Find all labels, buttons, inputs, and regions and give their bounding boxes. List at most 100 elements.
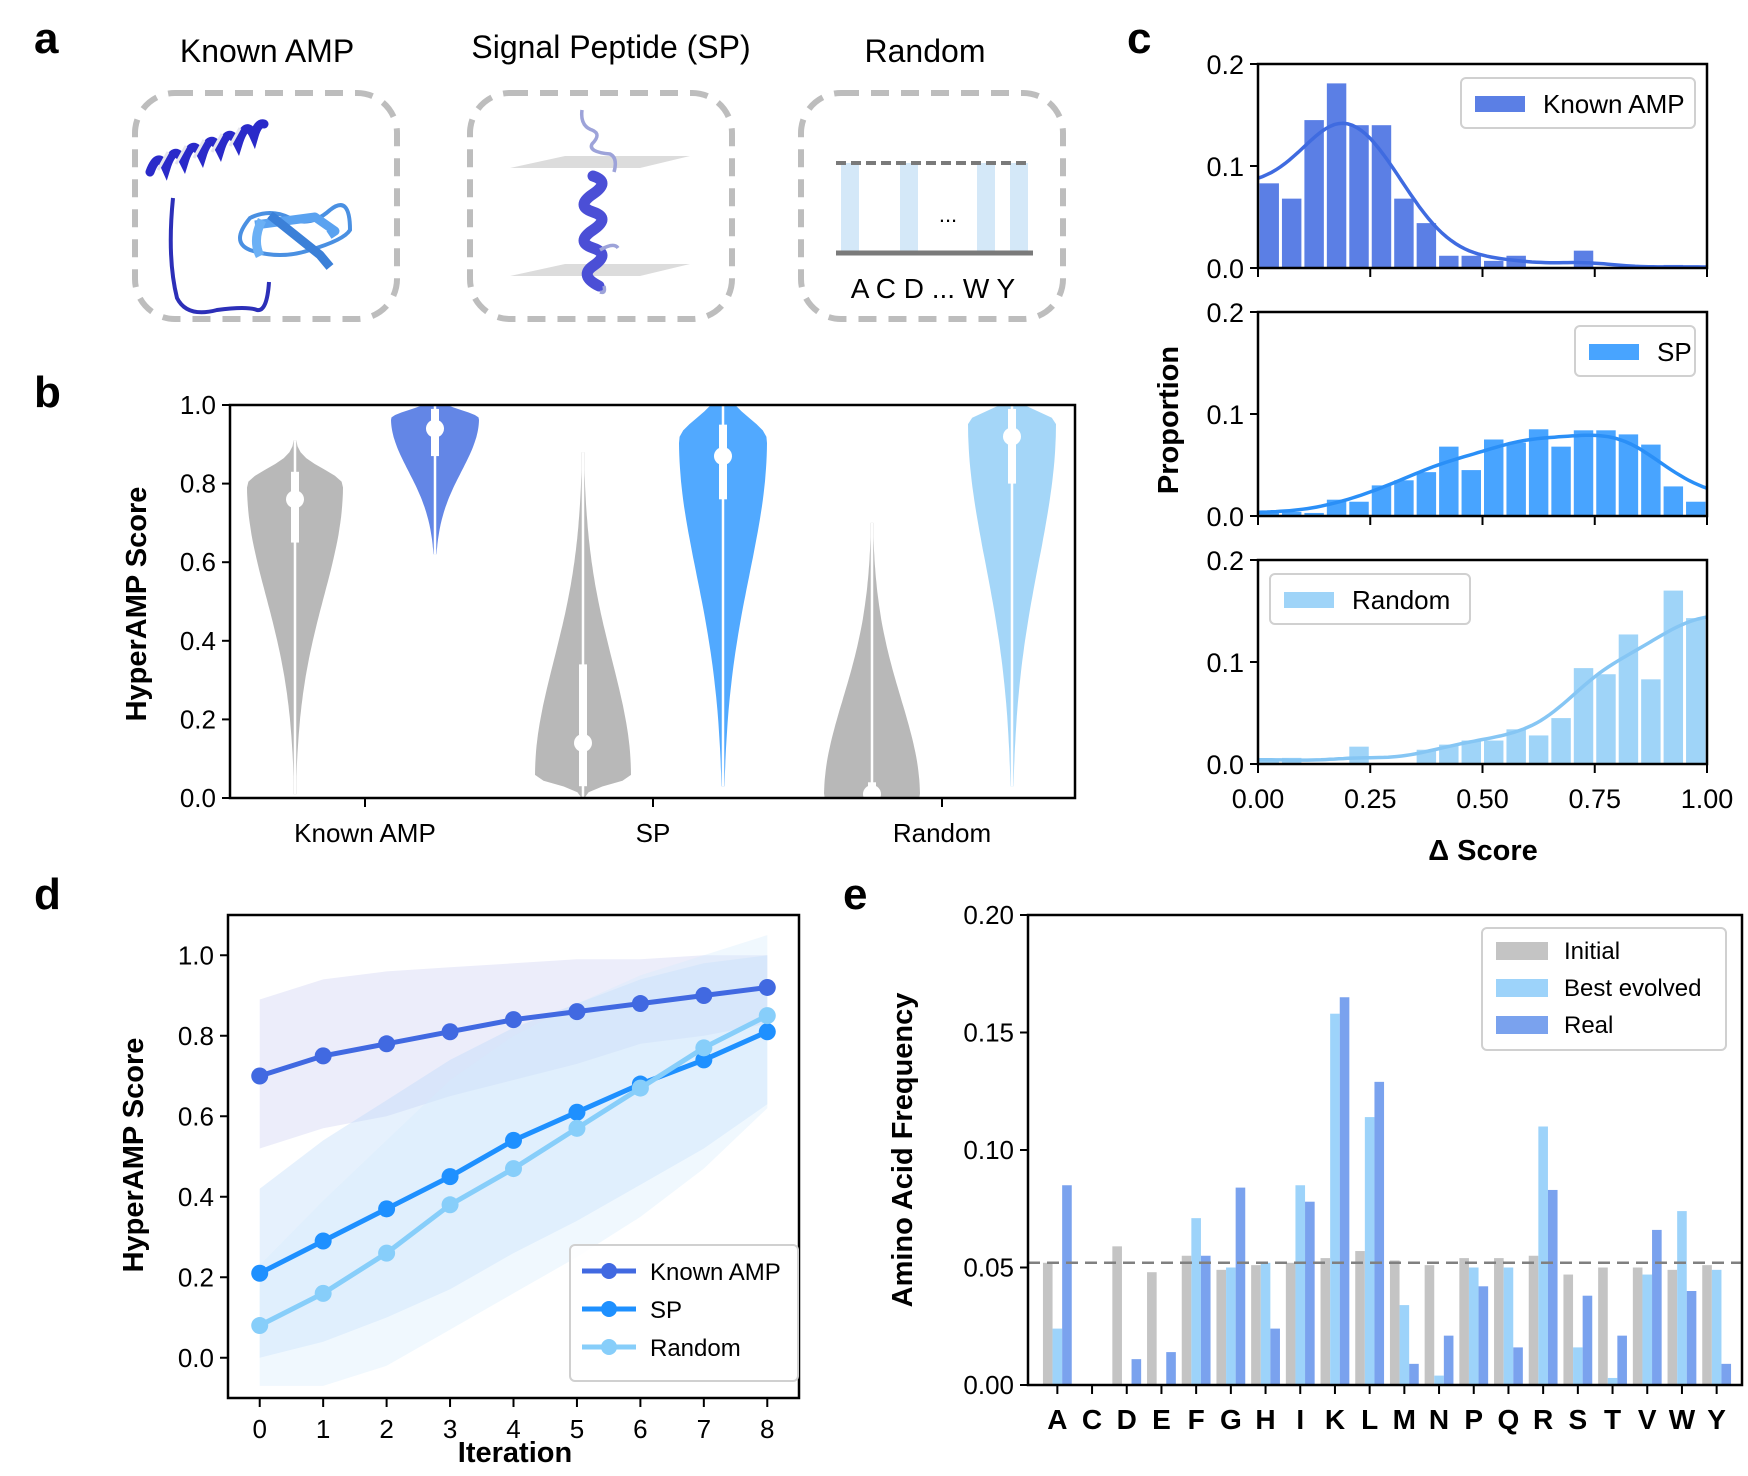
histogram-bar (1461, 740, 1481, 764)
random-ellipsis: ... (939, 202, 957, 227)
c-x-tick-label: 0.25 (1344, 784, 1397, 814)
data-point (505, 1131, 522, 1149)
violin-iqr-box (579, 664, 587, 787)
bar-initial (1251, 1265, 1261, 1385)
histogram-bar (1528, 735, 1549, 764)
legend-marker (601, 1301, 617, 1317)
panel-a-title-known-amp: Known AMP (180, 33, 354, 69)
data-point (568, 1103, 586, 1121)
e-x-tick-label: H (1255, 1404, 1275, 1435)
d-x-tick-label: 2 (379, 1414, 393, 1444)
known-amp-box (132, 90, 400, 322)
histogram-bar (1528, 429, 1549, 516)
panel-a-title-signal-peptide: Signal Peptide (SP) (471, 29, 750, 65)
legend-label: Known AMP (1543, 89, 1685, 119)
histogram-bar (1439, 446, 1459, 516)
data-point (505, 1011, 522, 1029)
legend-swatch (1496, 942, 1548, 960)
bar-initial (1702, 1265, 1712, 1385)
d-y-axis-label: HyperAMP Score (118, 1038, 150, 1273)
kde-line (1258, 615, 1708, 762)
histogram-bar (1281, 198, 1302, 268)
c-y-tick-label: 0.2 (1206, 50, 1244, 80)
histogram-bar (1663, 590, 1684, 764)
c-y-tick-label: 0.1 (1206, 400, 1244, 430)
known-amp-structure-icon (145, 119, 353, 315)
e-x-tick-label: W (1669, 1404, 1696, 1435)
e-x-tick-label: P (1464, 1404, 1483, 1435)
bar-initial (1459, 1258, 1469, 1385)
panel-d-line-chart: HyperAMP Score Iteration 0.0 0.2 0.4 0.6 0.8… (118, 913, 801, 1469)
bar-initial (1285, 1262, 1296, 1385)
data-point (441, 1196, 459, 1214)
legend-label: Random (650, 1335, 741, 1362)
e-y-tick-label: 0.10 (963, 1135, 1014, 1165)
c-x-tick-label: 0.75 (1568, 784, 1621, 814)
c-y-axis-label: Proportion (1153, 346, 1185, 494)
legend-label: Known AMP (650, 1259, 781, 1286)
data-point (314, 1047, 332, 1065)
bar-real (1721, 1363, 1732, 1385)
histogram-bar (1371, 485, 1392, 516)
e-x-tick-label: D (1117, 1404, 1137, 1435)
bar-initial (1216, 1269, 1227, 1385)
histogram-bar (1349, 501, 1369, 516)
e-y-axis-label: Amino Acid Frequency (887, 993, 919, 1308)
bar-best-evolved (1677, 1211, 1687, 1385)
e-x-tick-label: T (1604, 1404, 1621, 1435)
bar-best-evolved (1191, 1218, 1201, 1385)
histogram-bar (1259, 759, 1279, 764)
e-y-tick-label: 0.00 (963, 1370, 1014, 1400)
histogram-bar (1641, 444, 1661, 516)
c-subplot-known-amp: 0.0 0.1 0.2 Known AMP (1206, 50, 1709, 284)
histogram-bar (1573, 430, 1594, 516)
signal-peptide-box (467, 90, 735, 322)
e-x-tick-label: C (1082, 1404, 1102, 1435)
legend-swatch (1589, 344, 1639, 360)
histogram-bar (1686, 501, 1706, 516)
d-x-tick-label: 8 (760, 1414, 774, 1444)
c-y-tick-label: 0.0 (1206, 750, 1244, 780)
data-point (758, 978, 776, 996)
histogram-bar (1663, 486, 1684, 516)
c-y-tick-label: 0.1 (1206, 648, 1244, 678)
legend-label: Random (1352, 585, 1450, 615)
histogram-bar (1439, 744, 1459, 764)
histogram-bar (1618, 634, 1639, 764)
histogram-bar (1461, 470, 1481, 516)
c-y-tick-label: 0.0 (1206, 254, 1244, 284)
data-point (568, 1003, 586, 1021)
histogram-bar (1281, 511, 1302, 516)
histogram-bar (1416, 223, 1437, 268)
bar-best-evolved (1642, 1274, 1653, 1385)
bar-real (1478, 1286, 1489, 1385)
e-x-tick-label: R (1533, 1404, 1553, 1435)
bar-best-evolved (1330, 1013, 1340, 1385)
histogram-bar (1506, 729, 1526, 764)
b-x-tick-label: SP (636, 818, 671, 848)
histogram-bar (1394, 480, 1414, 516)
bar-real (1513, 1347, 1523, 1385)
legend-label: Initial (1564, 938, 1620, 965)
data-point (378, 1035, 396, 1053)
legend-marker (601, 1339, 617, 1355)
bar-best-evolved (1260, 1262, 1271, 1385)
data-point (631, 995, 649, 1013)
histogram-bar (1484, 260, 1504, 268)
signal-peptide-membrane-icon (510, 109, 690, 295)
bar-initial (1424, 1265, 1435, 1385)
d-x-tick-label: 7 (697, 1414, 711, 1444)
violin-median-dot (863, 785, 881, 804)
data-point (314, 1232, 332, 1250)
bar-real (1686, 1291, 1697, 1385)
e-x-tick-label: N (1429, 1404, 1449, 1435)
bar-best-evolved (1226, 1267, 1236, 1385)
bar-initial (1355, 1251, 1365, 1385)
histogram-bar (1618, 434, 1639, 516)
b-y-tick-label: 0.6 (180, 547, 216, 577)
violin-median-dot (574, 733, 592, 752)
histogram-bar (1416, 472, 1437, 516)
bar-best-evolved (1468, 1267, 1479, 1385)
histogram-bar (1439, 255, 1459, 268)
bar-real (1617, 1335, 1627, 1385)
